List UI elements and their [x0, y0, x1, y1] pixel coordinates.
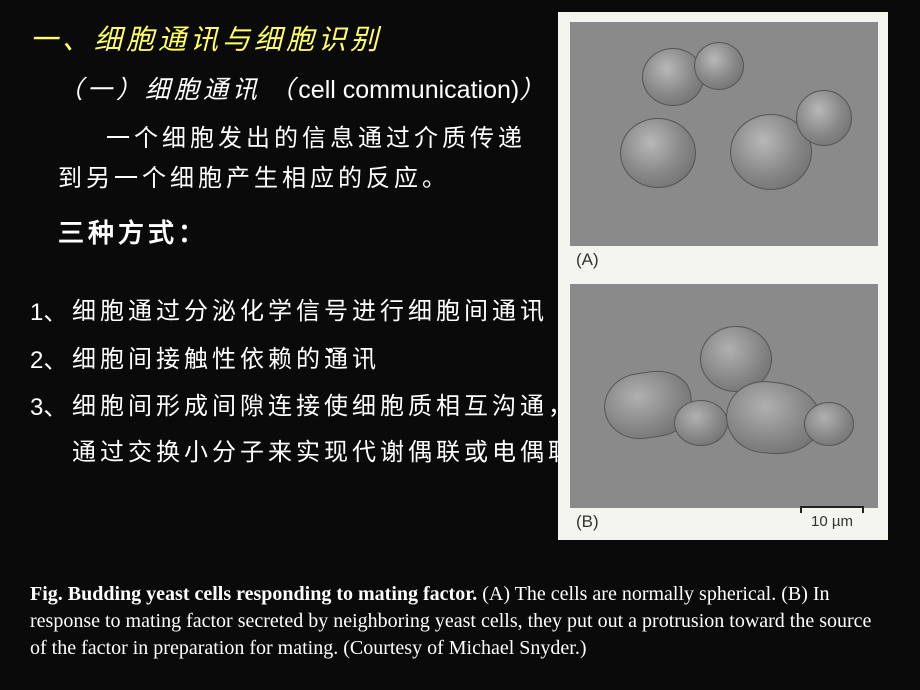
subheading-prefix: （一） [58, 77, 145, 104]
figure: (A) (B) 10 µm [558, 12, 888, 540]
panel-b-label: (B) [570, 510, 605, 534]
methods-list: 1、 细胞通过分泌化学信号进行细胞间通讯 2、 细胞间接触性依赖的通讯 3、 细… [30, 290, 590, 476]
caption-title: Fig. Budding yeast cells responding to m… [30, 583, 477, 605]
paren-close: ） [519, 77, 548, 104]
panel-b-image [570, 284, 878, 508]
definition-text: 一个细胞发出的信息通过介质传递 到另一个细胞产生相应的反应。 [58, 120, 538, 199]
list-number: 3、 [30, 385, 72, 476]
list-item: 3、 细胞间形成间隙连接使细胞质相互沟通，通过交换小分子来实现代谢偶联或电偶联 [30, 385, 590, 476]
figure-frame: (A) (B) 10 µm [558, 12, 888, 540]
figure-caption: Fig. Budding yeast cells responding to m… [30, 581, 890, 662]
paren-open: （ [269, 77, 298, 104]
subheading-english: cell communication) [298, 76, 519, 104]
list-item: 1、 细胞通过分泌化学信号进行细胞间通讯 [30, 290, 590, 336]
scalebar-label: 10 µm [800, 513, 864, 530]
definition-line1: 一个细胞发出的信息通过介质传递 [106, 126, 526, 152]
list-number: 2、 [30, 338, 72, 384]
subheading-chinese: 细胞通讯 [145, 77, 261, 104]
slide: 一、细胞通讯与细胞识别 （一）细胞通讯 （cell communication)… [0, 0, 920, 690]
list-text: 细胞间接触性依赖的通讯 [72, 338, 590, 384]
list-text: 细胞间形成间隙连接使细胞质相互沟通，通过交换小分子来实现代谢偶联或电偶联 [72, 385, 590, 476]
definition-line2: 到另一个细胞产生相应的反应。 [58, 166, 450, 192]
panel-a-label: (A) [570, 248, 605, 272]
list-item: 2、 细胞间接触性依赖的通讯 [30, 338, 590, 384]
list-number: 1、 [30, 290, 72, 336]
bullet-marker-icon [328, 348, 333, 353]
panel-a-image [570, 22, 878, 246]
list-text: 细胞通过分泌化学信号进行细胞间通讯 [72, 290, 590, 336]
scalebar: 10 µm [800, 506, 864, 530]
